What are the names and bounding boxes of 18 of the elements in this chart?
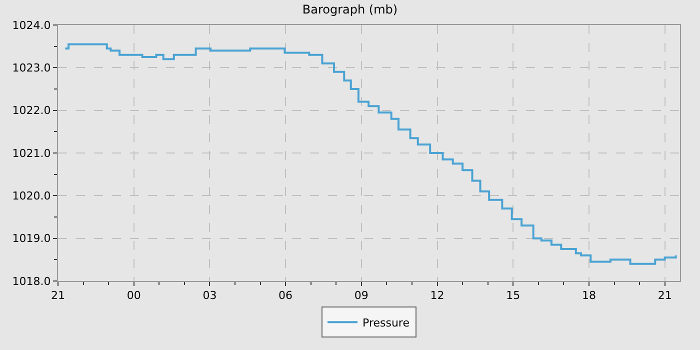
x-tick-label: 12 (430, 289, 444, 302)
y-tick-label: 1018.0 (12, 274, 51, 288)
x-tick-label: 09 (354, 289, 368, 302)
chart-title: Barograph (mb) (302, 2, 398, 17)
x-tick-label: 03 (202, 289, 217, 302)
x-tick-label: 18 (582, 289, 596, 302)
x-tick-label: 21 (658, 289, 672, 302)
y-tick-label: 1023.0 (12, 62, 51, 75)
x-tick-label: 00 (126, 289, 141, 302)
x-tick-label: 15 (506, 289, 520, 302)
legend-label: Pressure (362, 316, 410, 330)
y-tick-label: 1022.0 (12, 104, 51, 118)
x-tick-label: 06 (278, 289, 293, 302)
y-tick-label: 1021.0 (12, 146, 51, 160)
y-tick-label: 1020.0 (12, 190, 51, 203)
y-tick-label: 1019.0 (12, 232, 51, 246)
x-tick-label: 21 (51, 289, 65, 302)
y-tick-label: 1024.0 (12, 18, 51, 32)
